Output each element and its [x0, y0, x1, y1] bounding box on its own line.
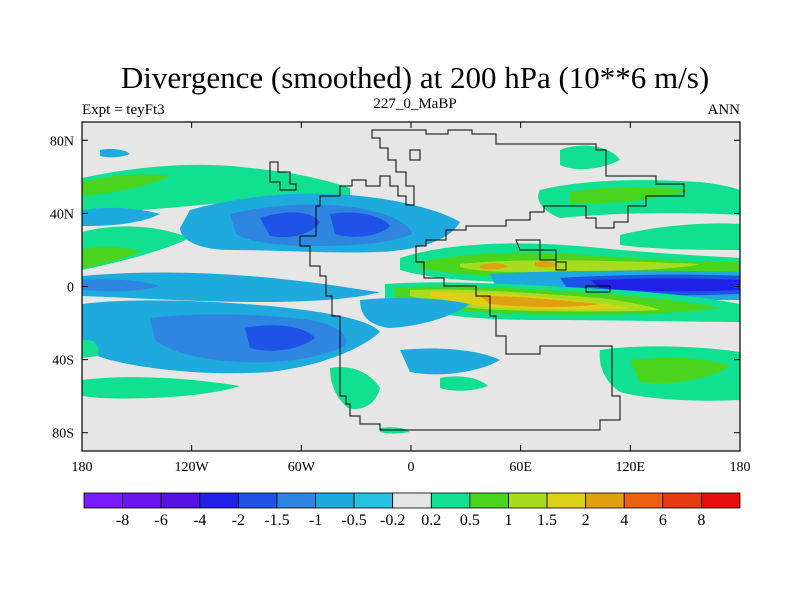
contour-region	[630, 358, 730, 384]
colorbar-level-label: -2	[232, 512, 245, 529]
colorbar-level-label: -0.2	[380, 512, 405, 529]
y-tick-label: 0	[67, 281, 74, 296]
contour-region	[82, 174, 170, 196]
continent-outline	[269, 161, 297, 191]
colorbar-level-label: -1	[309, 512, 322, 529]
colorbar-swatch	[83, 492, 123, 509]
x-tick-label: 60W	[288, 460, 316, 475]
colorbar-swatch	[160, 492, 201, 509]
colorbar-swatch	[508, 492, 548, 509]
x-tick-label: 120W	[175, 460, 210, 475]
contour-region	[245, 325, 315, 351]
experiment-label: Expt = teyFt3	[82, 102, 165, 118]
contour-region	[330, 366, 380, 410]
colorbar-level-label: -8	[116, 512, 129, 529]
contour-region	[360, 297, 470, 328]
contour-region	[82, 207, 160, 226]
contour-region	[82, 377, 240, 399]
x-tick-label: 180	[730, 460, 751, 475]
contour-region	[260, 212, 320, 238]
colorbar: -8 -6 -4 -2 -1.5 -1 -0.5 -0.2 0.2 0.5 1 1.5 2 4 6 8	[83, 492, 741, 529]
colorbar-swatch	[392, 492, 432, 509]
colorbar-swatch	[430, 492, 471, 509]
colorbar-level-label: 0.2	[421, 512, 441, 529]
x-tick-label: 0	[408, 460, 415, 475]
contour-region	[590, 278, 740, 292]
colorbar-level-label: 2	[582, 512, 590, 529]
y-tick-label: 40N	[50, 207, 74, 222]
contour-region	[460, 260, 700, 272]
colorbar-swatch	[199, 492, 239, 509]
contour-region	[480, 296, 600, 307]
y-tick-label: 80S	[52, 427, 74, 442]
y-tick-label: 80N	[50, 134, 74, 149]
season-label: ANN	[707, 102, 741, 118]
contour-region	[440, 376, 488, 391]
colorbar-swatch	[353, 492, 394, 509]
y-tick-label: 40S	[52, 354, 74, 369]
continent-outline	[299, 129, 685, 431]
colorbar-swatch	[237, 492, 278, 509]
colorbar-swatch	[122, 492, 162, 509]
contour-region	[400, 348, 500, 375]
contour-region	[82, 272, 380, 302]
contour-region	[535, 261, 558, 268]
chart-title: Divergence (smoothed) at 200 hPa (10**6 …	[120, 60, 710, 95]
contour-region	[620, 223, 740, 250]
x-tick-label: 180	[72, 460, 93, 475]
colorbar-swatch	[585, 492, 625, 509]
contour-region	[570, 187, 690, 204]
colorbar-swatch	[469, 492, 509, 509]
contour-region	[82, 246, 140, 268]
colorbar-level-label: 6	[659, 512, 667, 529]
x-tick-label: 60E	[509, 460, 532, 475]
contour-region	[82, 279, 160, 292]
period-label: 227_0_MaBP	[373, 96, 457, 112]
contour-region	[100, 149, 130, 158]
colorbar-swatch	[276, 492, 316, 509]
colorbar-level-label: -0.5	[341, 512, 366, 529]
colorbar-level-label: 0.5	[460, 512, 480, 529]
colorbar-swatch	[701, 492, 741, 509]
colorbar-level-label: -1.5	[264, 512, 289, 529]
colorbar-swatch	[546, 492, 587, 509]
colorbar-swatch	[315, 492, 355, 509]
contour-region	[82, 339, 99, 358]
colorbar-level-label: 1	[504, 512, 512, 529]
axes: 180 120W 60W 0 60E 120E 180 80N 40N 0 40S 80S	[50, 122, 751, 475]
colorbar-level-label: 4	[620, 512, 628, 529]
contour-region	[560, 145, 620, 170]
colorbar-swatch	[662, 492, 702, 509]
continent-outlines	[269, 129, 685, 431]
x-tick-label: 120E	[616, 460, 646, 475]
contour-region	[330, 212, 390, 237]
colorbar-level-label: -4	[193, 512, 206, 529]
colorbar-level-label: -6	[155, 512, 168, 529]
colorbar-level-label: 8	[697, 512, 705, 529]
colorbar-swatch	[623, 492, 664, 509]
contour-region	[480, 263, 508, 270]
continent-outline	[515, 239, 567, 271]
continent-outline	[585, 285, 611, 293]
continent-outline	[409, 149, 421, 161]
colorbar-level-label: 1.5	[537, 512, 557, 529]
